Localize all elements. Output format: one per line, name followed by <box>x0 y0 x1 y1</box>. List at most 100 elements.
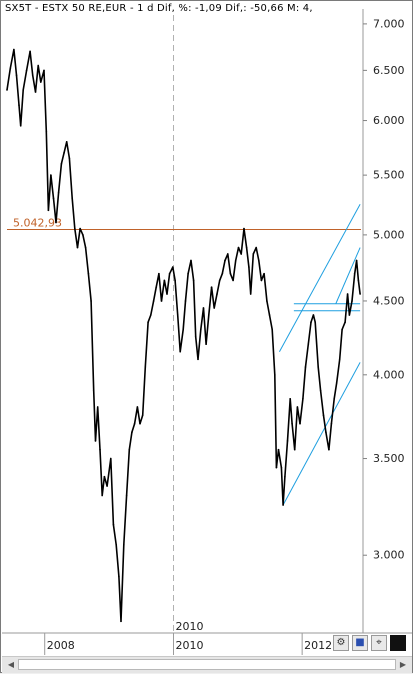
price-point <box>322 414 325 417</box>
price-point <box>248 266 250 268</box>
price-point <box>112 523 115 526</box>
price-point <box>128 448 131 451</box>
pin-icon[interactable]: ⌖ <box>371 635 387 651</box>
settings-icon[interactable]: ⚙ <box>333 635 349 651</box>
price-point <box>65 141 68 143</box>
price-point <box>299 422 301 425</box>
price-point <box>263 272 265 275</box>
save-icon[interactable]: ■ <box>352 635 368 651</box>
color-swatch[interactable] <box>390 635 406 651</box>
price-point <box>187 272 189 275</box>
price-point <box>344 321 346 324</box>
price-point <box>52 197 55 200</box>
horizontal-scrollbar[interactable]: ◀ ▶ <box>2 656 412 673</box>
chart-toolbar: ⚙ ■ ⌖ <box>333 635 406 655</box>
price-point <box>289 397 291 400</box>
price-point <box>82 234 84 236</box>
price-point <box>90 300 92 302</box>
price-point <box>346 293 349 295</box>
price-point <box>284 475 286 478</box>
price-point <box>163 279 166 282</box>
price-point <box>271 328 273 331</box>
price-point <box>168 272 171 275</box>
price-point <box>197 358 199 361</box>
price-point <box>94 440 97 442</box>
price-point <box>166 293 168 295</box>
price-point <box>302 397 304 400</box>
price-point <box>133 422 136 425</box>
price-point <box>155 286 158 288</box>
price-point <box>275 466 278 469</box>
price-point <box>291 422 293 425</box>
price-point <box>335 381 338 384</box>
price-point <box>293 448 296 451</box>
trendline <box>335 247 361 304</box>
price-point <box>296 406 299 408</box>
price-point <box>353 272 356 275</box>
price-point <box>257 259 260 262</box>
price-point <box>43 69 45 72</box>
price-point <box>307 343 310 346</box>
price-point <box>330 422 333 425</box>
price-point <box>84 246 87 249</box>
scrollbar-thumb[interactable] <box>18 659 396 670</box>
price-point <box>149 314 152 316</box>
price-point <box>216 293 218 295</box>
price-point <box>333 397 336 400</box>
price-point <box>92 389 95 392</box>
price-point <box>282 504 284 506</box>
price-point <box>57 191 60 194</box>
price-point <box>109 457 112 460</box>
price-point <box>210 286 213 288</box>
price-point <box>25 69 28 72</box>
price-point <box>158 272 160 275</box>
price-point <box>13 48 15 51</box>
price-point <box>249 293 252 295</box>
price-point <box>221 272 224 275</box>
price-point <box>192 279 195 282</box>
price-point <box>120 620 122 623</box>
price-point <box>205 343 207 346</box>
price-point <box>139 422 141 425</box>
price-point <box>218 279 221 282</box>
scroll-left-icon[interactable]: ◀ <box>7 660 15 669</box>
price-point <box>136 406 139 408</box>
y-tick-label: 6.500 <box>373 64 405 77</box>
price-point <box>6 89 8 91</box>
scroll-right-icon[interactable]: ▶ <box>399 660 407 669</box>
price-point <box>229 272 232 275</box>
y-tick-label: 4.500 <box>373 294 405 307</box>
price-point <box>123 544 125 546</box>
price-point <box>37 64 39 67</box>
price-point <box>152 300 155 302</box>
price-point <box>174 279 176 282</box>
price-point <box>213 307 216 309</box>
price-point <box>226 253 229 255</box>
price-point <box>200 328 202 331</box>
price-point <box>260 279 263 282</box>
price-point <box>252 253 255 255</box>
price-point <box>115 544 118 546</box>
price-point <box>351 300 353 302</box>
price-point <box>101 494 103 497</box>
price-point <box>359 293 361 295</box>
price-point <box>87 272 90 275</box>
x-tick-label: 2008 <box>47 639 75 652</box>
price-point <box>50 174 52 176</box>
price-point <box>207 314 210 316</box>
price-point <box>103 475 106 478</box>
price-point <box>312 314 315 316</box>
price-series-line <box>6 48 361 623</box>
price-point <box>74 227 76 230</box>
price-point <box>357 279 360 282</box>
price-point <box>319 389 322 392</box>
price-point <box>182 328 185 331</box>
price-point <box>45 130 48 132</box>
price-point <box>76 246 79 249</box>
price-point <box>96 406 99 408</box>
price-point <box>240 253 242 255</box>
price-point <box>277 448 280 451</box>
price-point <box>314 321 316 324</box>
